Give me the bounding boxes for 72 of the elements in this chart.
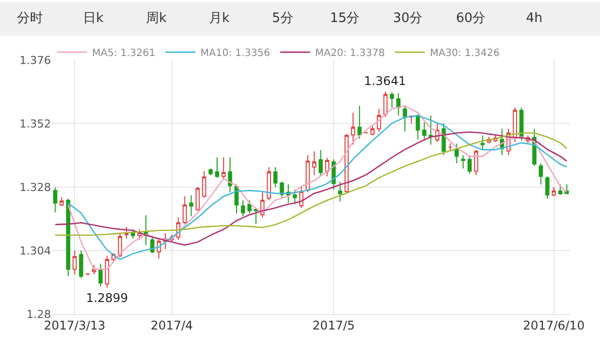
- candlestick: [558, 184, 562, 196]
- x-tick-label: 2017/4: [150, 318, 193, 332]
- candlestick: [72, 250, 77, 275]
- candlestick: [254, 208, 258, 225]
- legend-label: MA10: 1.3356: [200, 48, 270, 60]
- candlestick: [312, 150, 316, 176]
- candlestick: [376, 108, 382, 132]
- legend-label: MA5: 1.3261: [92, 48, 156, 60]
- candlestick: [552, 186, 556, 197]
- candlestick: [468, 154, 472, 174]
- candlestick: [53, 187, 58, 213]
- text: 15分: [330, 11, 360, 26]
- x-tick-label: 2017/6/10: [523, 318, 585, 332]
- candlestick: [66, 198, 70, 277]
- candlestick: [79, 250, 84, 279]
- candlestick: [545, 176, 550, 200]
- text: 30分: [393, 11, 423, 26]
- candlestick: [454, 143, 459, 164]
- candlestick: [266, 166, 271, 201]
- candlestick: [292, 189, 297, 205]
- candlestick: [60, 196, 64, 207]
- candlestick: [247, 200, 252, 214]
- candlestick: [480, 134, 485, 150]
- candlestick: [564, 184, 569, 194]
- text: 周k: [146, 11, 167, 26]
- y-tick-label: 1.328: [20, 180, 51, 194]
- candlestick: [156, 238, 161, 259]
- candlestick: [325, 157, 330, 177]
- x-tick-label: 2017/3/13: [44, 318, 106, 332]
- candlestick: [461, 154, 466, 169]
- y-tick-label: 1.28: [26, 308, 51, 321]
- candlestick: [208, 168, 213, 176]
- text: 分时: [17, 11, 43, 26]
- text: 月k: [209, 11, 230, 26]
- candlestick: [422, 122, 426, 140]
- candlestick: [390, 92, 394, 108]
- candlestick: [240, 200, 246, 217]
- candlestick: [383, 90, 388, 118]
- x-tick-label: 2017/5: [312, 318, 355, 332]
- candlestick: [196, 186, 200, 212]
- y-tick-label: 1.376: [20, 54, 51, 67]
- candlestick: [364, 131, 368, 134]
- candlestick: [182, 196, 187, 225]
- candlestick: [98, 263, 103, 287]
- candlestick: [215, 156, 220, 178]
- candlestick: [402, 106, 407, 132]
- candlestick: [306, 154, 310, 193]
- candlestick: [428, 115, 433, 146]
- candlestick: [370, 126, 375, 136]
- y-tick-label: 1.304: [20, 244, 51, 258]
- y-tick-label: 1.352: [20, 117, 51, 130]
- candlestick: [538, 162, 543, 185]
- candlestick: [448, 142, 452, 152]
- text: 60分: [456, 11, 486, 26]
- candlestick: [357, 105, 362, 140]
- text: 4h: [526, 11, 543, 26]
- text: 日k: [83, 11, 104, 26]
- legend-label: MA30: 1.3426: [430, 48, 500, 60]
- candlestick: [351, 112, 356, 146]
- candlestick: [273, 166, 278, 188]
- annotation: 1.2899: [86, 291, 128, 305]
- annotation: 1.3641: [364, 74, 406, 88]
- candlestick: [338, 181, 342, 202]
- candlestick: [318, 149, 323, 177]
- candlestick: [104, 255, 110, 288]
- legend-label: MA20: 1.3378: [315, 48, 385, 60]
- candlestick: [202, 170, 206, 198]
- text: 5分: [272, 11, 294, 26]
- candlestick: [189, 194, 194, 217]
- candlestick: [228, 156, 232, 193]
- candlestick: [396, 92, 400, 116]
- candlestick: [222, 156, 226, 180]
